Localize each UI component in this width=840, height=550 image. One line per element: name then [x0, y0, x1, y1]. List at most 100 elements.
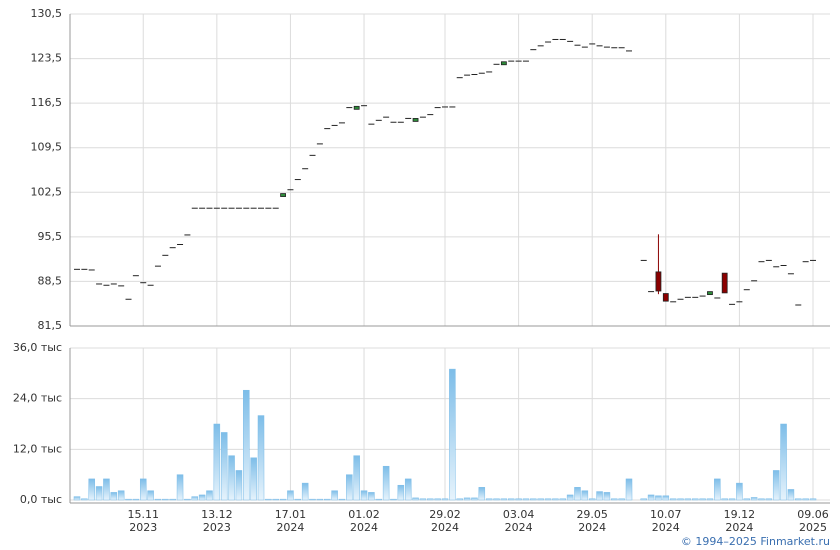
volume-bar: [493, 498, 500, 501]
volume-bar: [309, 498, 316, 501]
candle-body: [280, 193, 286, 197]
volume-bar: [294, 498, 302, 501]
y-tick-label: 24,0 тыс: [13, 392, 62, 405]
volume-bar: [721, 498, 728, 501]
volume-bar: [265, 498, 272, 501]
volume-bar: [640, 498, 647, 501]
volume-bar: [323, 498, 331, 501]
volume-bar: [434, 498, 441, 501]
volume-bar: [279, 498, 287, 501]
volume-bar: [191, 496, 199, 501]
volume-bar: [88, 478, 95, 501]
x-tick-label: 29.02 2024: [429, 508, 461, 534]
y-tick-label: 81,5: [38, 319, 63, 332]
volume-bar: [375, 498, 383, 501]
y-tick-label: 0,0 тыс: [20, 493, 62, 506]
y-tick-label: 12,0 тыс: [13, 442, 62, 455]
volume-bar: [566, 494, 574, 501]
volume-bar: [147, 490, 154, 501]
candle-body: [412, 118, 419, 122]
volume-bar: [176, 474, 184, 501]
volume-bar: [125, 498, 132, 501]
volume-bar: [669, 498, 677, 501]
volume-bar: [662, 495, 670, 501]
volume-bar: [463, 497, 471, 501]
volume-bar: [382, 465, 390, 501]
volume-bar: [699, 498, 706, 501]
volume-bar: [603, 492, 611, 501]
candle-body: [662, 293, 669, 302]
volume-bar: [618, 498, 625, 501]
volume-bar: [485, 498, 493, 501]
volume-bar: [235, 470, 243, 501]
y-tick-label: 36,0 тыс: [13, 341, 62, 354]
y-tick-label: 95,5: [38, 230, 63, 243]
volume-bar: [795, 498, 802, 501]
y-tick-label: 123,5: [31, 52, 63, 65]
volume-bar: [500, 498, 508, 501]
volume-bar: [574, 487, 581, 501]
volume-bar: [765, 498, 773, 501]
volume-bar: [228, 455, 235, 501]
volume-bar: [272, 498, 279, 501]
volume-bar: [728, 498, 736, 501]
volume-bar: [706, 498, 714, 501]
volume-bar: [802, 498, 809, 501]
volume-bar: [368, 492, 375, 501]
x-tick-label: 29.05 2024: [576, 508, 608, 534]
volume-bar: [103, 478, 110, 501]
volume-bar: [684, 498, 692, 501]
volume-bar: [588, 498, 596, 501]
volume-bar: [691, 498, 699, 501]
volume-bar: [647, 494, 655, 501]
candle-body: [655, 271, 662, 292]
volume-bar: [427, 498, 434, 501]
volume-bar: [478, 487, 486, 501]
volume-bar: [471, 497, 478, 501]
volume-bar: [449, 368, 456, 501]
y-tick-label: 130,5: [31, 7, 63, 20]
volume-bar: [537, 498, 544, 501]
volume-bar: [132, 498, 140, 501]
volume-bar: [507, 498, 515, 501]
volume-bar: [677, 498, 684, 501]
volume-bar: [412, 497, 419, 501]
volume-bar: [243, 389, 250, 501]
volume-bar: [139, 478, 147, 501]
x-tick-label: 15.11 2023: [127, 508, 159, 534]
volume-bar: [346, 474, 353, 501]
volume-bar: [596, 491, 603, 501]
volume-bar: [750, 497, 758, 501]
volume-bar: [316, 498, 324, 501]
volume-bar: [331, 490, 338, 501]
volume-bar: [419, 498, 427, 501]
volume-bar: [611, 498, 618, 501]
volume-bar: [81, 498, 88, 501]
volume-bar: [581, 490, 589, 501]
volume-bar: [338, 498, 346, 501]
footer: © 1994–2025 Finmarket.ru: [681, 535, 830, 548]
volume-bar: [772, 470, 780, 501]
volume-bar: [353, 455, 360, 501]
y-tick-label: 88,5: [38, 274, 63, 287]
x-tick-label: 03.04 2024: [503, 508, 535, 534]
volume-bar: [809, 498, 817, 501]
volume-bar: [743, 498, 751, 501]
y-tick-label: 102,5: [31, 185, 63, 198]
volume-bar: [736, 482, 743, 501]
candle-body: [500, 61, 507, 66]
volume-bar: [552, 498, 559, 501]
volume-bar: [162, 498, 169, 501]
volume-bar: [184, 498, 191, 501]
candle-body: [353, 105, 360, 110]
volume-bar: [169, 498, 176, 501]
x-tick-label: 17.01 2024: [275, 508, 307, 534]
volume-bar: [655, 495, 662, 501]
volume-bar: [110, 492, 118, 501]
y-tick-label: 109,5: [31, 141, 63, 154]
volume-bar: [404, 478, 412, 501]
volume-bar: [758, 498, 765, 501]
volume-bar: [154, 498, 162, 501]
volume-bar: [73, 496, 81, 501]
